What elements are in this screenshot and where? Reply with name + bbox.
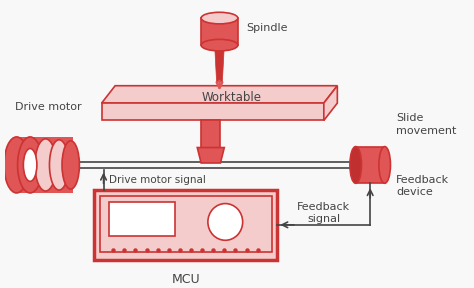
Polygon shape [101, 86, 337, 103]
Text: Spindle: Spindle [246, 23, 288, 33]
Polygon shape [215, 45, 224, 82]
FancyBboxPatch shape [17, 137, 73, 193]
Polygon shape [324, 86, 337, 120]
Text: Feedback
signal: Feedback signal [297, 202, 350, 224]
Ellipse shape [18, 137, 43, 193]
Polygon shape [197, 147, 224, 163]
FancyBboxPatch shape [100, 196, 272, 252]
Ellipse shape [350, 147, 362, 183]
Text: Drive motor: Drive motor [15, 102, 82, 112]
FancyBboxPatch shape [109, 202, 175, 236]
Ellipse shape [35, 139, 56, 191]
Text: Slide
movement: Slide movement [396, 113, 456, 136]
Text: Drive motor signal: Drive motor signal [109, 175, 206, 185]
Polygon shape [101, 103, 324, 120]
Ellipse shape [201, 12, 238, 24]
FancyBboxPatch shape [201, 120, 220, 147]
Ellipse shape [205, 15, 224, 22]
FancyBboxPatch shape [201, 18, 238, 45]
Text: Worktable: Worktable [202, 91, 262, 104]
FancyBboxPatch shape [94, 190, 277, 259]
Ellipse shape [201, 39, 238, 51]
Ellipse shape [4, 137, 29, 193]
Ellipse shape [379, 147, 391, 183]
Text: Feedback
device: Feedback device [396, 175, 449, 197]
Ellipse shape [49, 140, 69, 190]
Ellipse shape [23, 149, 37, 181]
FancyBboxPatch shape [356, 147, 385, 183]
Text: MCU: MCU [172, 273, 200, 286]
Ellipse shape [208, 204, 243, 240]
Ellipse shape [62, 141, 80, 189]
